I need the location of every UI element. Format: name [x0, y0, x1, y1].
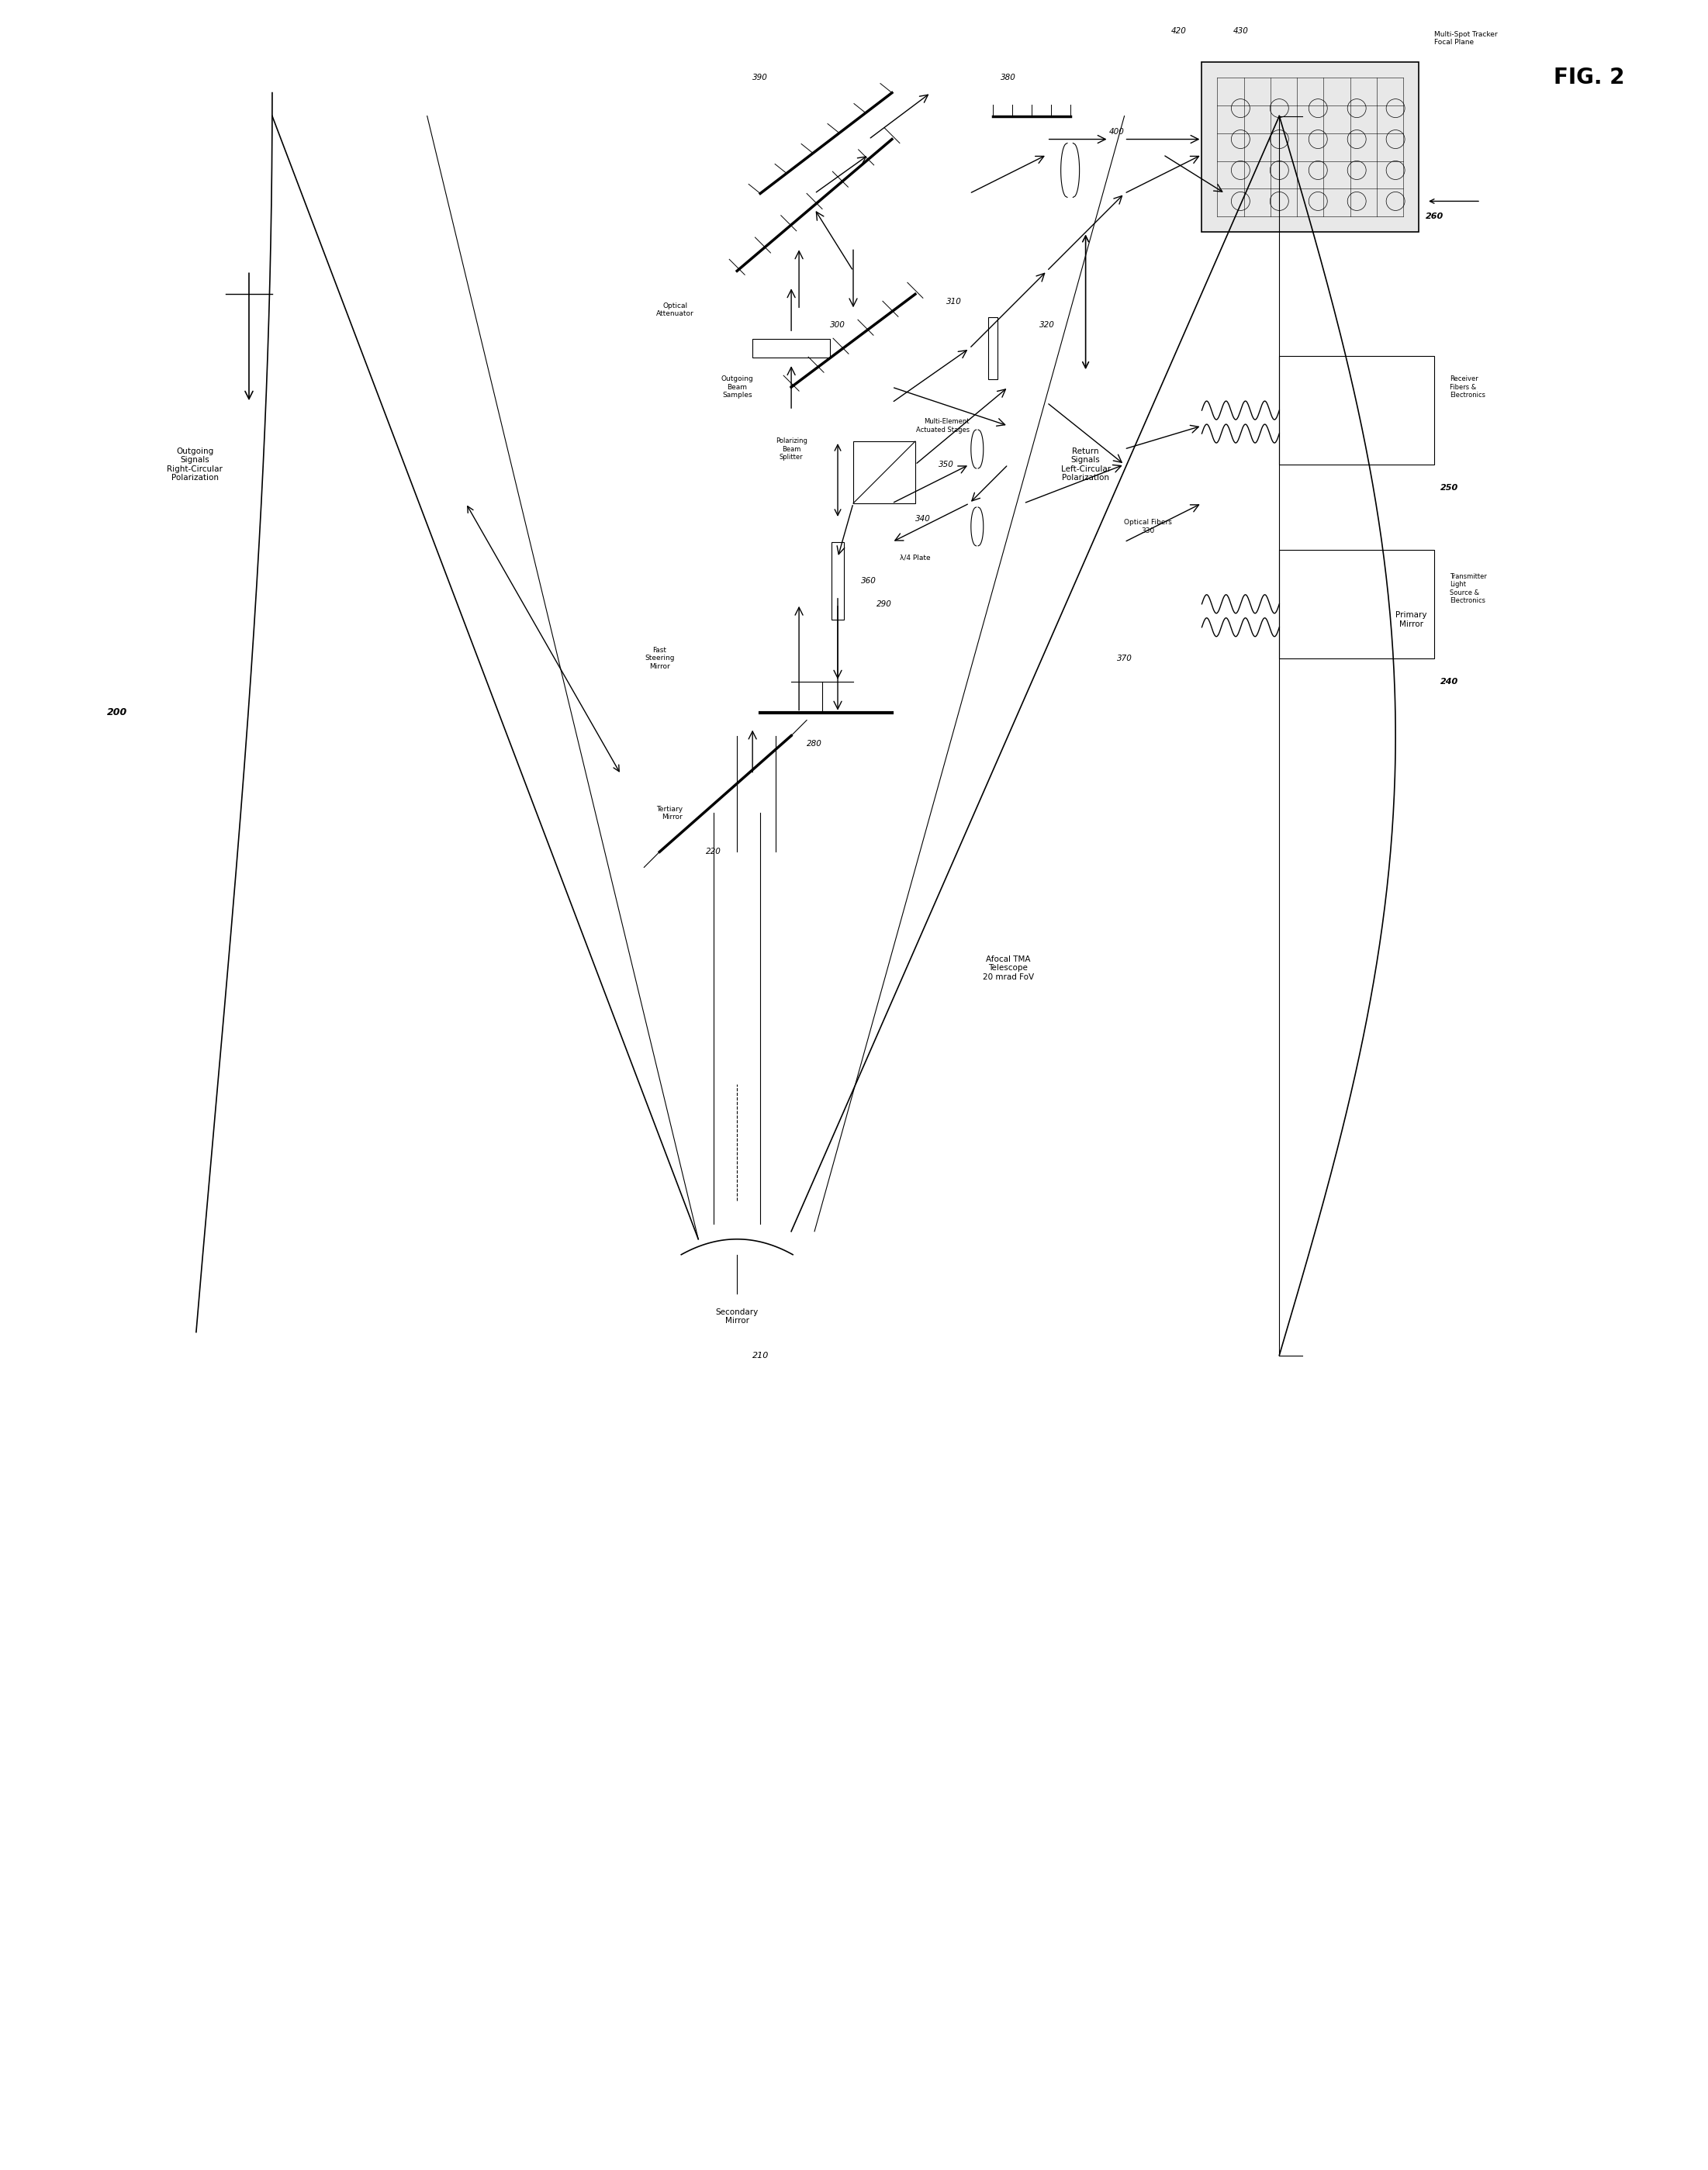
Bar: [1279, 356, 1435, 464]
Text: FIG. 2: FIG. 2: [1554, 67, 1624, 89]
Text: 260: 260: [1424, 213, 1443, 221]
Text: 310: 310: [946, 297, 962, 306]
Text: Outgoing
Beam
Samples: Outgoing Beam Samples: [721, 375, 753, 399]
Text: Secondary
Mirror: Secondary Mirror: [716, 1309, 758, 1326]
Text: λ/4 Plate: λ/4 Plate: [900, 553, 931, 562]
Text: 350: 350: [938, 460, 953, 469]
Text: Tertiary
Mirror: Tertiary Mirror: [656, 805, 683, 820]
Text: 400: 400: [1108, 128, 1124, 135]
Text: 210: 210: [752, 1352, 769, 1358]
Text: Return
Signals
Left-Circular
Polarization: Return Signals Left-Circular Polarizatio…: [1061, 447, 1110, 482]
Text: Receiver
Fibers &
Electronics: Receiver Fibers & Electronics: [1450, 375, 1486, 399]
Text: 390: 390: [753, 74, 769, 80]
Text: Optical
Attenuator: Optical Attenuator: [656, 302, 693, 317]
Text: 360: 360: [861, 577, 876, 584]
Text: 320: 320: [1038, 321, 1054, 330]
Bar: [987, 317, 997, 380]
Text: 240: 240: [1442, 677, 1459, 686]
Text: Transmitter
Light
Source &
Electronics: Transmitter Light Source & Electronics: [1450, 573, 1488, 603]
Text: Outgoing
Signals
Right-Circular
Polarization: Outgoing Signals Right-Circular Polariza…: [167, 447, 222, 482]
Text: Afocal TMA
Telescope
20 mrad FoV: Afocal TMA Telescope 20 mrad FoV: [982, 955, 1033, 981]
Text: 220: 220: [705, 848, 721, 855]
Bar: [753, 339, 830, 358]
Text: Polarizing
Beam
Splitter: Polarizing Beam Splitter: [775, 438, 808, 460]
Bar: [1279, 549, 1435, 658]
Text: Primary
Mirror: Primary Mirror: [1395, 612, 1426, 627]
Text: Multi-Element
Actuated Stages: Multi-Element Actuated Stages: [915, 419, 970, 434]
Text: 430: 430: [1233, 26, 1249, 35]
Text: Multi-Spot Tracker
Focal Plane: Multi-Spot Tracker Focal Plane: [1435, 30, 1498, 46]
Text: 300: 300: [830, 321, 845, 330]
Text: Fast
Steering
Mirror: Fast Steering Mirror: [644, 647, 675, 671]
Text: Optical Fibers
330: Optical Fibers 330: [1124, 519, 1172, 534]
Bar: [832, 542, 844, 618]
Text: 340: 340: [915, 514, 931, 523]
Bar: [1202, 61, 1419, 232]
Text: 200: 200: [108, 707, 128, 718]
Text: 280: 280: [806, 740, 822, 746]
Text: 370: 370: [1117, 655, 1132, 662]
Bar: [854, 441, 915, 503]
Text: 290: 290: [876, 601, 892, 608]
Text: 250: 250: [1442, 484, 1459, 493]
Text: 420: 420: [1172, 26, 1187, 35]
Text: 380: 380: [1001, 74, 1016, 80]
